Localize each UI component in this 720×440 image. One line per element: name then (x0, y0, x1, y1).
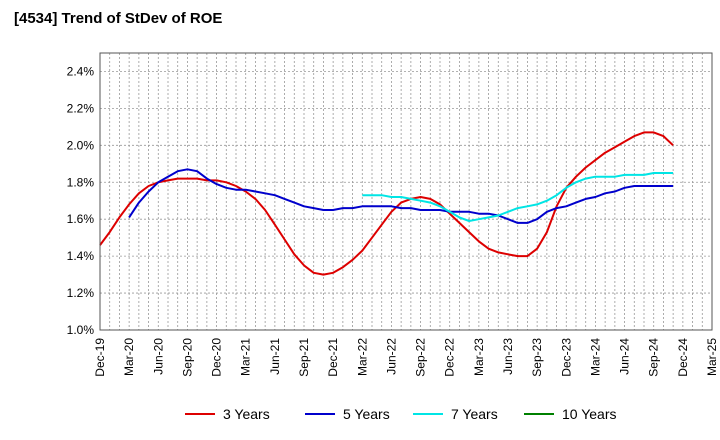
x-tick-label: Mar-24 (588, 338, 602, 376)
y-axis: 1.0% 1.2% 1.4% 1.6% 1.8% 2.0% 2.2% 2.4% (67, 64, 95, 337)
y-tick-label: 1.6% (67, 212, 95, 226)
series-line-5-years (128, 168, 674, 224)
y-tick-label: 1.0% (67, 323, 95, 337)
x-tick-label: Mar-23 (472, 338, 486, 376)
x-axis: Dec-19 Mar-20 Jun-20 Sep-20 Dec-20 Mar-21 Jun-… (93, 338, 719, 377)
x-tick-label: Jun-20 (151, 338, 165, 375)
x-tick-label: Dec-19 (93, 338, 107, 377)
legend-label-10-years: 10 Years (562, 406, 617, 422)
legend-label-5-years: 5 Years (343, 406, 390, 422)
y-tick-label: 1.4% (67, 249, 95, 263)
y-tick-label: 1.8% (67, 175, 95, 189)
chart-title: [4534] Trend of StDev of ROE (14, 10, 223, 27)
x-tick-label: Sep-21 (297, 338, 311, 377)
plot-frame (99, 52, 713, 331)
x-tick-label: Jun-23 (501, 338, 515, 375)
x-tick-label: Mar-20 (122, 338, 136, 376)
legend-label-3-years: 3 Years (223, 406, 270, 422)
x-tick-label: Sep-22 (414, 338, 428, 377)
x-tick-label: Mar-21 (239, 338, 253, 376)
x-tick-label: Sep-24 (647, 338, 661, 377)
series-line-3-years (99, 131, 674, 276)
x-tick-label: Mar-22 (355, 338, 369, 376)
legend: 3 Years 5 Years 7 Years 10 Years (185, 406, 617, 422)
x-tick-label: Dec-24 (676, 338, 690, 377)
x-tick-label: Mar-25 (705, 338, 719, 376)
y-tick-label: 2.2% (67, 101, 95, 115)
x-tick-label: Dec-23 (559, 338, 573, 377)
grid-lines (100, 53, 712, 331)
x-tick-label: Dec-21 (326, 338, 340, 377)
y-tick-label: 2.4% (67, 64, 95, 78)
series-lines (99, 131, 674, 276)
x-tick-label: Sep-23 (530, 338, 544, 377)
x-tick-label: Jun-22 (384, 338, 398, 375)
x-tick-label: Dec-22 (443, 338, 457, 377)
x-tick-label: Jun-24 (618, 338, 632, 375)
legend-label-7-years: 7 Years (451, 406, 498, 422)
x-tick-label: Sep-20 (180, 338, 194, 377)
y-tick-label: 1.2% (67, 286, 95, 300)
x-tick-label: Jun-21 (268, 338, 282, 375)
x-tick-label: Dec-20 (210, 338, 224, 377)
y-tick-label: 2.0% (67, 138, 95, 152)
series-line-7-years (362, 172, 674, 222)
